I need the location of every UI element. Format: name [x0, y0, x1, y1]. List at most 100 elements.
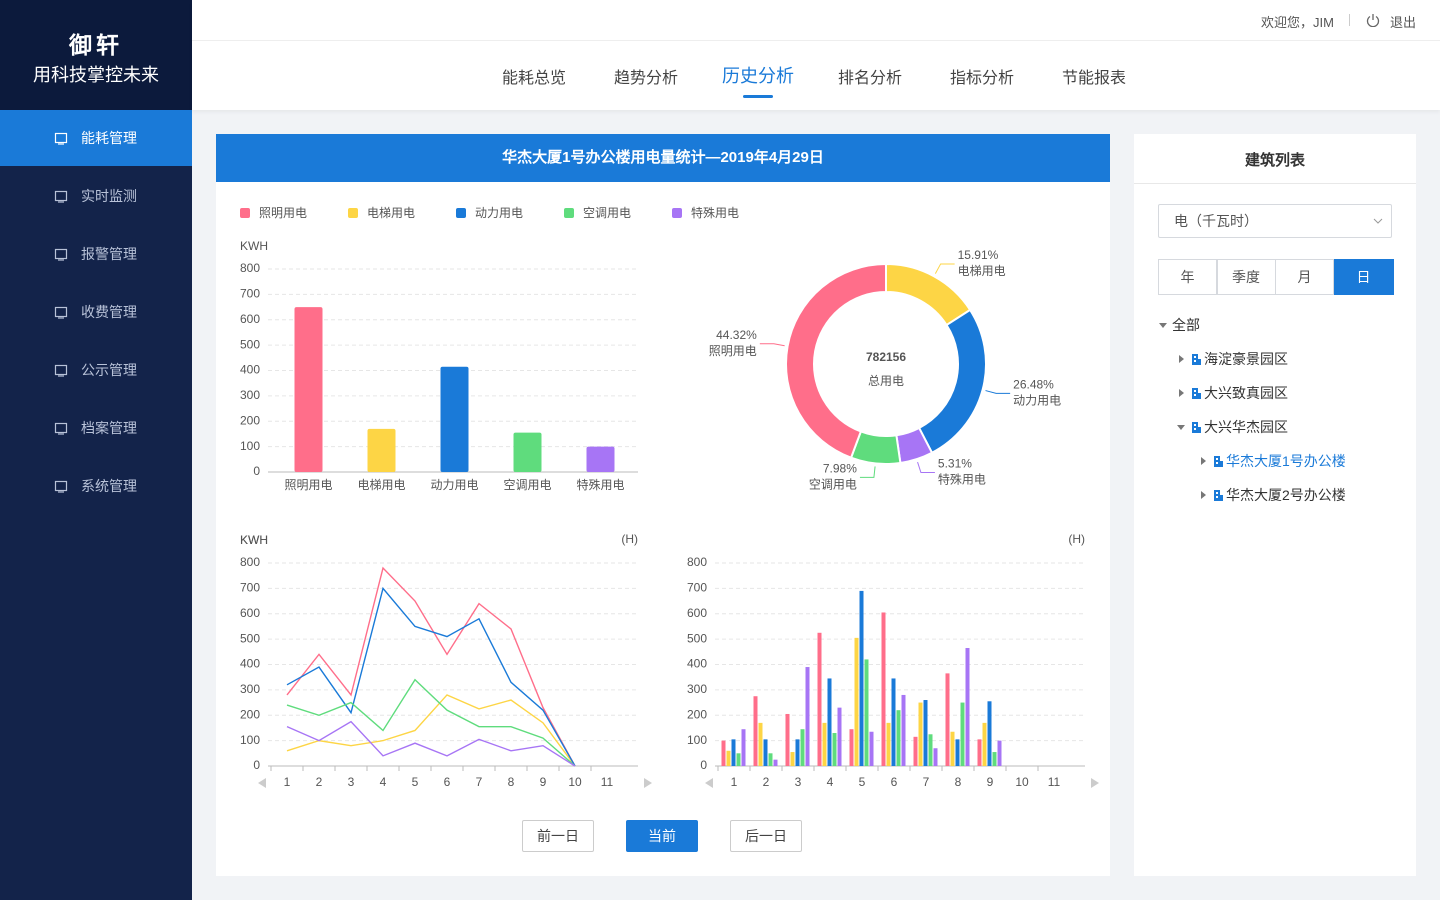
period-tab[interactable]: 日 [1333, 259, 1394, 295]
x-tick-label: 5 [412, 775, 419, 789]
x-tick-label: 3 [348, 775, 355, 789]
scroll-left [705, 778, 713, 788]
bar [955, 739, 960, 766]
bar [982, 722, 987, 766]
bar [817, 632, 822, 766]
toggle[interactable] [1176, 354, 1190, 364]
y-axis-label: KWH [240, 533, 268, 547]
menu-icon [54, 364, 68, 377]
tree-node[interactable]: 海淀豪景园区 [1176, 349, 1288, 369]
menu-icon [54, 306, 68, 319]
y-tick-label: 400 [240, 363, 260, 377]
legend-label: 照明用电 [259, 206, 307, 220]
nav-item[interactable]: 趋势分析 [613, 70, 679, 87]
bar [859, 590, 864, 766]
tree-node[interactable]: 大兴华杰园区 [1176, 417, 1288, 437]
bar [997, 740, 1002, 766]
slogan: 用科技掌控未来 [33, 65, 159, 85]
legend-swatch [564, 208, 574, 218]
bar [790, 752, 795, 766]
tree-label: 华杰大厦2号办公楼 [1226, 487, 1346, 503]
bar [440, 366, 469, 472]
nav-item[interactable]: 节能报表 [1061, 70, 1127, 87]
toggle[interactable] [1198, 456, 1212, 466]
menu-label: 系统管理 [81, 478, 137, 494]
bar [294, 307, 323, 472]
menu-item[interactable]: 报警管理 [0, 226, 192, 282]
legend-label: 动力用电 [475, 206, 523, 220]
legend-label: 特殊用电 [691, 205, 739, 220]
menu-item[interactable]: 系统管理 [0, 458, 192, 514]
y-tick-label: 500 [240, 337, 260, 351]
bar [933, 748, 938, 766]
prev-button[interactable]: 前一日 [522, 820, 594, 852]
nav-item[interactable]: 历史分析 [722, 66, 794, 86]
legend-swatch [672, 208, 682, 218]
bar [837, 707, 842, 766]
nav-item[interactable]: 指标分析 [949, 70, 1015, 87]
toggle[interactable] [1176, 388, 1190, 398]
bar [832, 733, 837, 766]
tree-label: 华杰大厦1号办公楼 [1226, 453, 1346, 469]
divider [1134, 183, 1416, 184]
unit-select[interactable]: 电（千瓦时） [1158, 204, 1392, 238]
period-tab[interactable]: 月 [1275, 259, 1334, 295]
line [286, 720, 576, 767]
toggle[interactable] [1198, 490, 1212, 500]
x-tick-label: 照明用电 [284, 478, 332, 492]
menu-item[interactable]: 实时监测 [0, 168, 192, 224]
bar [741, 729, 746, 766]
y-tick-label: 300 [687, 682, 707, 696]
y-tick-label: 600 [687, 606, 707, 620]
y-tick-label: 400 [687, 657, 707, 671]
menu-icon [54, 190, 68, 203]
menu-item[interactable]: 能耗管理 [0, 110, 192, 166]
bar [367, 428, 396, 472]
pie-slice [917, 308, 987, 455]
y-tick-label: 100 [687, 733, 707, 747]
bar [586, 446, 615, 472]
logout[interactable]: 退出 [1389, 15, 1416, 30]
x-tick-label: 4 [827, 775, 834, 789]
period-tab[interactable]: 季度 [1216, 259, 1276, 295]
bar [849, 729, 854, 766]
y-tick-label: 100 [240, 733, 260, 747]
bar [945, 673, 950, 766]
logo-name: 御轩 [69, 32, 123, 58]
bar [891, 678, 896, 766]
pie-value-label: 5.31% [938, 457, 972, 471]
bar [805, 667, 810, 766]
tree-label: 全部 [1172, 317, 1200, 333]
y-tick-label: 400 [240, 657, 260, 671]
bar [822, 722, 827, 766]
current-button[interactable]: 当前 [626, 820, 698, 852]
y-tick-label: 300 [240, 388, 260, 402]
menu-item[interactable]: 公示管理 [0, 342, 192, 398]
toggle[interactable] [1176, 422, 1190, 432]
nav-item[interactable]: 排名分析 [837, 70, 903, 87]
tree-node[interactable]: 华杰大厦1号办公楼 [1198, 451, 1346, 471]
tree-node[interactable]: 大兴致真园区 [1176, 383, 1288, 403]
y-tick-label: 0 [700, 758, 707, 772]
line [286, 586, 576, 767]
pie-slice [785, 262, 887, 459]
period-tab[interactable]: 年 [1158, 259, 1217, 295]
menu-item[interactable]: 收费管理 [0, 284, 192, 340]
pie-value-label: 26.48% [1013, 378, 1054, 392]
tree-node[interactable]: 华杰大厦2号办公楼 [1198, 485, 1346, 505]
menu-icon [54, 422, 68, 435]
next-button[interactable]: 后一日 [730, 820, 802, 852]
chart-panel: 华杰大厦1号办公楼用电量统计—2019年4月29日 照明用电 电梯用电 动力用电 空调… [216, 134, 1110, 876]
menu-item[interactable]: 档案管理 [0, 400, 192, 456]
x-tick-label: 11 [601, 775, 614, 789]
building-list: 建筑列表 电（千瓦时） 年季度月日 全部 海淀豪景园区 大兴致真园区 大兴华杰园区 华杰… [1134, 134, 1416, 876]
menu-icon [54, 132, 68, 145]
y-tick-label: 700 [240, 287, 260, 301]
leader-line [934, 263, 955, 274]
power-icon[interactable] [1366, 13, 1380, 27]
tree-node[interactable]: 全部 [1158, 315, 1200, 335]
nav-item[interactable]: 能耗总览 [501, 70, 567, 87]
scroll-left [258, 778, 266, 788]
toggle[interactable] [1158, 320, 1172, 330]
